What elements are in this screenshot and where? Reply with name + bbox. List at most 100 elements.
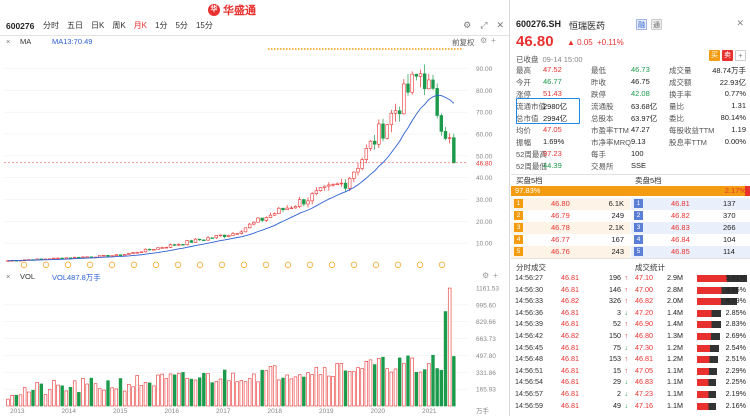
trades-title[interactable]: 分时成交 [516,263,546,272]
tab-3[interactable]: 周K [112,21,126,30]
buy-price: 46.79 [551,211,570,220]
sell-button[interactable]: 卖 [722,50,733,61]
stat-value: 46.77 [543,77,562,86]
divider [511,174,750,175]
dist-title[interactable]: 成交统计 [635,263,665,272]
dividend-marker[interactable] [394,261,402,268]
trade-row: 14:56:33 46.82 326 ↑ [511,296,631,307]
dividend-marker[interactable] [20,261,28,268]
dividend-marker[interactable] [262,261,270,268]
v-axis-label: 165.93 [476,387,496,394]
volume-bar [264,370,269,407]
dividend-marker[interactable] [130,261,138,268]
divider [511,258,750,259]
fullscreen-icon[interactable]: ⤢ [480,20,488,30]
volume-bar [360,368,364,407]
logo-text: 华盛通 [223,5,256,17]
candle [252,221,256,225]
candle [122,254,127,256]
buy-level[interactable]: 4 46.77 167 [511,234,630,246]
tab-4[interactable]: 月K [133,21,148,30]
stat-label: 流通股 [591,102,614,111]
year-label: 2015 [113,408,128,415]
dividend-marker[interactable] [306,261,314,268]
dividend-marker[interactable] [108,261,116,268]
dist-bar [697,333,720,340]
buy-level[interactable]: 2 46.79 249 [511,210,630,222]
sell-level[interactable]: 4 46.84 104 [631,234,750,246]
sell-level[interactable]: 2 46.82 370 [631,210,750,222]
volume-bar [443,311,448,407]
buy-button[interactable]: 买 [709,50,720,61]
down-arrow-icon: ↓ [624,389,628,398]
dividend-marker[interactable] [240,261,248,268]
stats-row: 涨停 51.43 跌停 42.08 换手率 0.77% [511,89,750,101]
candle [314,190,319,194]
vol-settings-icons[interactable]: ⚙+ [482,271,502,280]
buy-volume: 2.1K [608,223,624,232]
trade-price: 46.81 [561,284,579,294]
panel-close-icon[interactable]: ✕ [736,18,744,28]
dividend-marker[interactable] [174,261,182,268]
volume-bar [31,389,35,407]
dist-volume: 1.3M [667,331,683,340]
dist-pct: 2.29% [725,365,746,375]
dividend-marker[interactable] [218,261,226,268]
add-watch-button[interactable]: + [735,50,746,61]
candle [177,244,181,246]
sell-level[interactable]: 3 46.83 266 [631,222,750,234]
candle [377,123,381,145]
year-label: 2018 [268,408,283,415]
k-axis-label: 30.00 [476,197,493,204]
tab-0[interactable]: 分时 [43,21,59,30]
sell-level-num: 5 [634,247,643,256]
dividend-marker[interactable] [350,261,358,268]
sell-level[interactable]: 5 46.85 114 [631,246,750,258]
dividend-marker[interactable] [196,261,204,268]
candle [447,137,452,139]
buy-price: 46.77 [551,235,570,244]
close-icon[interactable]: ✕ [496,20,504,30]
tab-5[interactable]: 1分 [155,21,168,30]
dividend-marker[interactable] [152,261,160,268]
dividend-marker[interactable] [438,261,446,268]
dividend-marker[interactable] [416,261,424,268]
stat-value: 1.69% [543,137,565,146]
volume-bar [335,363,339,407]
collapse-icon[interactable]: × [6,37,11,46]
trade-time: 14:56:27 [515,273,543,282]
dividend-marker[interactable] [284,261,292,268]
trade-price: 46.81 [561,342,579,352]
dist-price: 47.23 [635,389,653,398]
trade-time: 14:56:39 [515,319,543,329]
candle [85,256,89,258]
tab-2[interactable]: 日K [91,21,105,30]
dividend-marker[interactable] [372,261,380,268]
dist-volume: 1.1M [667,365,683,375]
candle [185,240,189,245]
stats-row: 最高 47.52 最低 46.73 成交量 48.74万手 [511,65,750,77]
dividend-marker[interactable] [86,261,94,268]
volume-bar [64,390,69,407]
tab-1[interactable]: 五日 [67,21,83,30]
settings-icon[interactable]: ⚙ [463,20,472,30]
tab-6[interactable]: 5分 [175,21,188,30]
volume-bar [152,385,156,407]
adjust-mode[interactable]: 前复权 [452,38,475,47]
sell-volume: 137 [723,199,736,208]
buy-level[interactable]: 1 46.80 6.1K [511,198,630,210]
buy-level[interactable]: 3 46.78 2.1K [511,222,630,234]
sell-level[interactable]: 1 46.81 137 [631,198,750,210]
tab-7[interactable]: 15分 [195,21,213,30]
trade-volume: 75 [613,342,621,352]
vol-collapse-icon[interactable]: × [6,272,11,281]
buy-level[interactable]: 5 46.76 243 [511,246,630,258]
ma-settings-icons[interactable]: ⚙+ [480,36,500,45]
volume-bar [447,287,452,407]
dividend-marker[interactable] [328,261,336,268]
buy-price: 46.78 [551,223,570,232]
dividend-marker[interactable] [42,261,50,268]
dividend-marker[interactable] [64,261,72,268]
volume-chart[interactable]: 1161.53 995.60 829.66 663.73 497.80 331.86 165… [0,282,510,416]
